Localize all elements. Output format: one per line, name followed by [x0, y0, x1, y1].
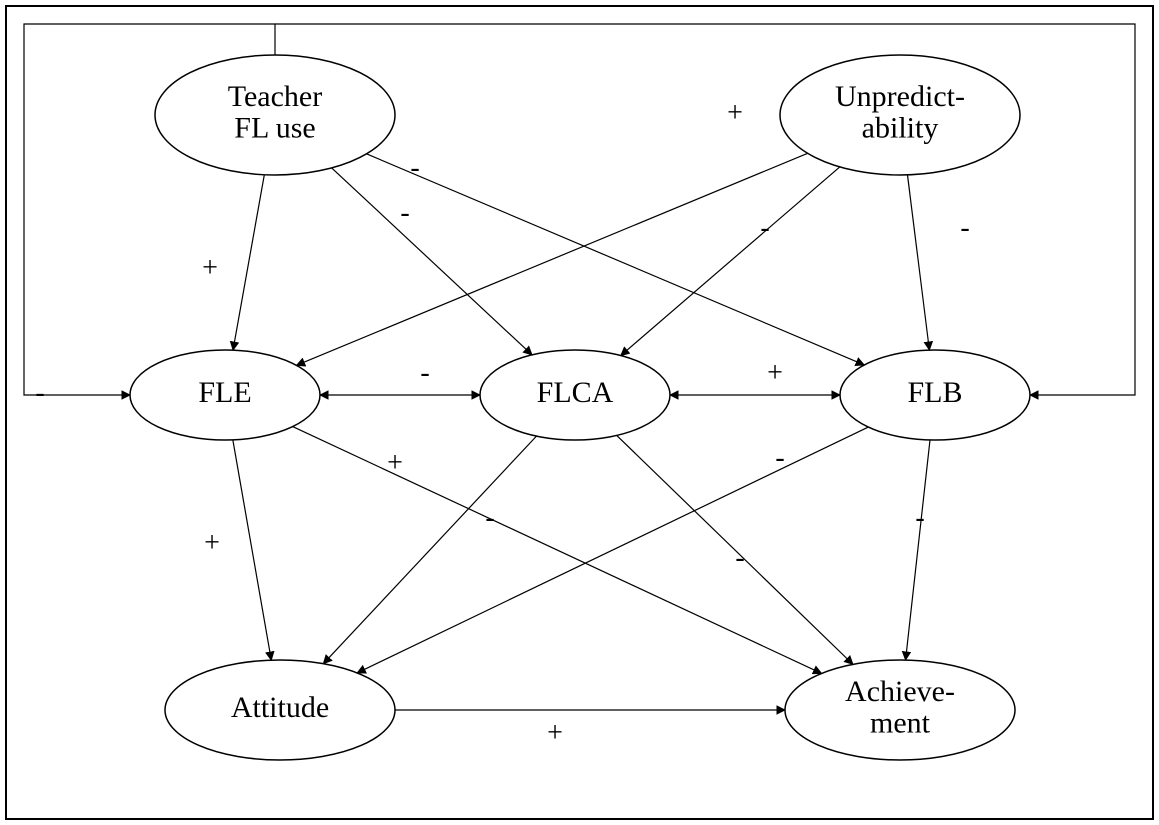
node-unpredict-label-line-0: Unpredict-: [835, 80, 965, 113]
outer-edge-label: -: [35, 377, 44, 408]
edge-label-unpredict-flca: -: [760, 212, 769, 243]
node-attitude-label-line-0: Attitude: [231, 691, 329, 724]
edge-unpredict-fle: [296, 153, 807, 365]
edge-label-flca-attitude: -: [485, 502, 494, 533]
edge-flca-attitude: [323, 436, 536, 664]
edge-label-fle-achieve: +: [387, 447, 403, 478]
edge-teacher-flca: [332, 168, 532, 355]
node-achieve-label-line-1: ment: [870, 707, 931, 740]
edge-flb-attitude: [357, 427, 868, 673]
node-flb-label-line-0: FLB: [907, 376, 962, 409]
edge-label-flca-achieve: -: [735, 542, 744, 573]
node-flca: FLCA: [480, 350, 670, 440]
node-teacher: TeacherFL use: [155, 55, 395, 175]
edge-label-teacher-fle: +: [202, 252, 218, 283]
node-flca-label-line-0: FLCA: [537, 376, 614, 409]
path-diagram: TeacherFL use Unpredict-ability FLE FLCA FLB…: [0, 0, 1159, 825]
edge-label-flca-flb: +: [767, 357, 783, 388]
edge-fle-attitude: [233, 440, 271, 660]
node-flb: FLB: [840, 350, 1030, 440]
edge-teacher-fle: [233, 175, 264, 350]
edge-unpredict-flca: [621, 167, 840, 356]
node-teacher-label-line-0: Teacher: [228, 80, 322, 113]
edge-label-attitude-achieve: +: [547, 717, 563, 748]
edge-label-fle-attitude: +: [204, 527, 220, 558]
edge-label-flb-achieve: -: [915, 502, 924, 533]
edge-label-teacher-flca: -: [410, 152, 419, 183]
edge-label-flb-attitude: -: [775, 442, 784, 473]
edge-label-teacher-flb: -: [400, 197, 409, 228]
node-attitude: Attitude: [165, 660, 395, 760]
nodes-layer: TeacherFL use Unpredict-ability FLE FLCA FLB…: [130, 55, 1030, 760]
node-unpredict: Unpredict-ability: [780, 55, 1020, 175]
node-teacher-label-line-1: FL use: [234, 112, 315, 145]
edge-teacher-flb: [367, 154, 865, 365]
edge-unpredict-flb: [907, 175, 929, 350]
node-achieve-label-line-0: Achieve-: [845, 675, 955, 708]
edge-label-unpredict-flb: -: [960, 212, 969, 243]
node-unpredict-label-line-1: ability: [862, 112, 939, 145]
edge-label-unpredict-fle: +: [727, 97, 743, 128]
node-achieve: Achieve-ment: [785, 660, 1015, 760]
node-fle: FLE: [130, 350, 320, 440]
node-fle-label-line-0: FLE: [198, 376, 251, 409]
edge-label-fle-flca: -: [420, 357, 429, 388]
edge-flb-achieve: [906, 440, 930, 660]
